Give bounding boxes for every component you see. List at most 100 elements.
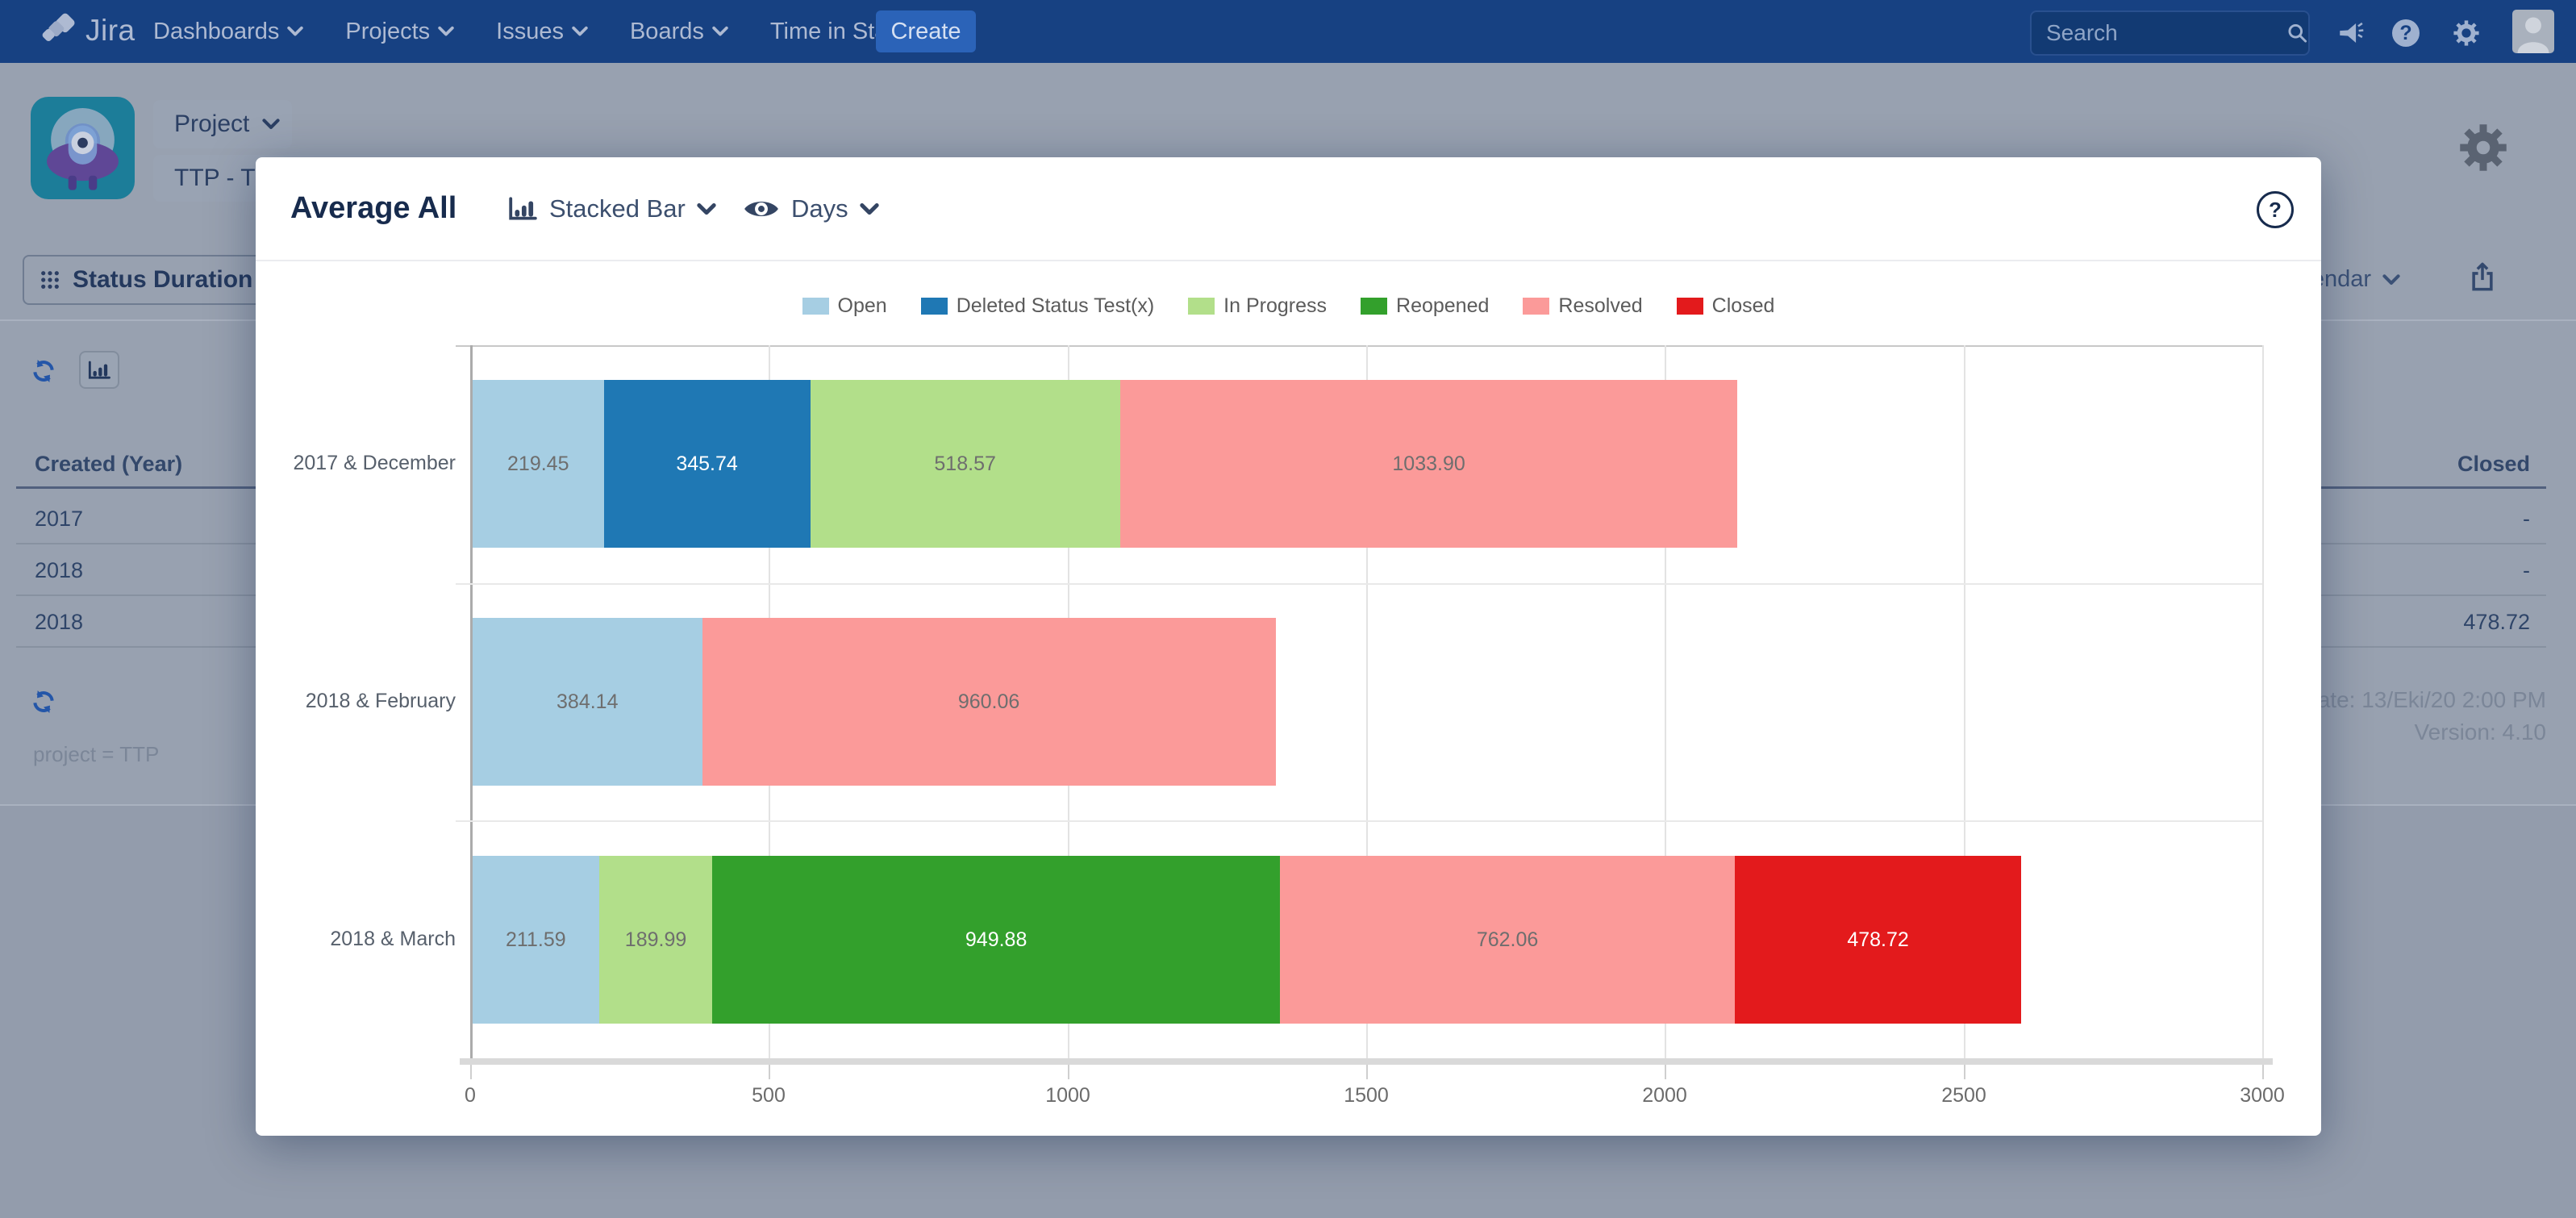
legend-item[interactable]: In Progress — [1188, 294, 1327, 318]
table-row-year[interactable]: 2018 — [35, 558, 84, 582]
legend-item[interactable]: Closed — [1676, 294, 1775, 318]
x-axis-tick — [1964, 1065, 1965, 1079]
chevron-down-icon — [859, 202, 879, 215]
search-input[interactable] — [2032, 20, 2262, 46]
section-title: Status Duration — [73, 266, 253, 293]
legend-item[interactable]: Deleted Status Test(x) — [920, 294, 1155, 318]
project-dropdown-button[interactable]: Project — [153, 100, 292, 148]
nav-item-label: Projects — [345, 18, 431, 44]
legend-label: Reopened — [1396, 294, 1490, 317]
legend-label: Deleted Status Test(x) — [956, 294, 1155, 317]
create-button[interactable]: Create — [876, 10, 976, 52]
plot-top-border — [456, 345, 2262, 347]
legend-item[interactable]: Open — [802, 294, 887, 318]
bar-value-label: 345.74 — [676, 452, 738, 475]
table-header-created-year[interactable]: Created (Year) — [35, 452, 183, 476]
bar-segment-closed[interactable]: 478.72 — [1735, 856, 2021, 1024]
nav-menu: Dashboards Projects Issues Boards Time in St… — [153, 0, 919, 63]
filter-query-text: project = TTP — [33, 742, 160, 766]
table-row-year[interactable]: 2018 — [35, 610, 84, 634]
project-dropdown-label: Project — [174, 111, 250, 137]
x-axis-tick — [2262, 1065, 2264, 1079]
refresh-icon[interactable] — [31, 689, 56, 715]
chevron-down-icon — [438, 26, 454, 36]
gridline-vertical — [1665, 345, 1666, 1058]
nav-item-label: Issues — [496, 18, 564, 44]
megaphone-icon[interactable] — [2336, 19, 2365, 47]
bar-segment-in-progress[interactable]: 189.99 — [598, 856, 713, 1024]
chevron-down-icon — [572, 26, 588, 36]
x-axis-line — [460, 1058, 2273, 1065]
version-text: Version: 4.10 — [2414, 720, 2546, 745]
chart-type-dropdown[interactable]: Stacked Bar — [507, 194, 716, 223]
table-header-closed[interactable]: Closed — [2457, 452, 2530, 476]
bar-segment-resolved[interactable]: 762.06 — [1279, 856, 1736, 1024]
average-all-dialog: Average All Stacked Bar — [256, 157, 2321, 1136]
chevron-down-icon — [697, 202, 716, 215]
bar-segment-resolved[interactable]: 960.06 — [702, 618, 1276, 786]
nav-item-dashboards[interactable]: Dashboards — [153, 19, 304, 45]
legend-label: Closed — [1711, 294, 1775, 317]
legend-item[interactable]: Resolved — [1523, 294, 1643, 318]
x-axis-tick — [1665, 1065, 1666, 1079]
chevron-down-icon — [712, 26, 728, 36]
category-label: 2017 & December — [293, 452, 456, 474]
bar-segment-resolved[interactable]: 1033.90 — [1119, 380, 1738, 548]
x-axis-label: 3000 — [2240, 1084, 2285, 1107]
legend-swatch — [920, 298, 948, 315]
search-icon[interactable] — [2286, 21, 2308, 45]
legend-label: Open — [837, 294, 887, 317]
bar-segment-open[interactable]: 219.45 — [473, 380, 604, 548]
bar-segment-reopened[interactable]: 949.88 — [712, 856, 1280, 1024]
bar-segment-deleted-status-test-x-[interactable]: 345.74 — [603, 380, 811, 548]
chart-view-button[interactable] — [79, 351, 119, 389]
x-axis-label: 500 — [752, 1084, 786, 1107]
stacked-bar-row: 384.14 960.06 — [473, 618, 1276, 786]
dialog-help-icon[interactable]: ? — [2257, 191, 2294, 228]
help-icon[interactable]: ? — [2392, 19, 2420, 47]
x-axis-label: 1500 — [1344, 1084, 1389, 1107]
bar-value-label: 1033.90 — [1392, 452, 1465, 475]
y-axis-line — [470, 345, 473, 1058]
project-avatar[interactable] — [31, 97, 135, 199]
nav-item-projects[interactable]: Projects — [345, 19, 454, 45]
gridline-vertical — [1964, 345, 1965, 1058]
jira-logo[interactable]: Jira — [40, 13, 135, 48]
legend-item[interactable]: Reopened — [1361, 294, 1489, 318]
stacked-bar-chart: 0 500 1000 1500 2000 2500 3000 219.45 345.74 518.… — [293, 345, 2285, 1107]
nav-item-issues[interactable]: Issues — [496, 19, 588, 45]
legend-swatch — [1188, 298, 1215, 315]
x-axis-tick — [470, 1065, 472, 1079]
bar-value-label: 478.72 — [1847, 928, 1909, 951]
table-row-closed-value: 478.72 — [2463, 610, 2530, 634]
bar-value-label: 960.06 — [957, 690, 1020, 713]
gear-icon[interactable] — [2452, 19, 2481, 47]
unit-dropdown[interactable]: Days — [743, 194, 879, 223]
chart-type-label: Stacked Bar — [549, 194, 686, 223]
legend-swatch — [1523, 298, 1550, 315]
legend-label: In Progress — [1223, 294, 1328, 317]
legend-swatch — [1361, 298, 1388, 315]
bar-value-label: 384.14 — [556, 690, 619, 713]
export-icon[interactable] — [2469, 261, 2496, 292]
top-navbar: Jira Dashboards Projects Issues Boards Time … — [0, 0, 2576, 63]
dialog-header: Average All Stacked Bar — [256, 157, 2321, 260]
bar-segment-open[interactable]: 384.14 — [473, 618, 702, 786]
x-axis-label: 1000 — [1045, 1084, 1090, 1107]
legend-label: Resolved — [1558, 294, 1643, 317]
nav-item-boards[interactable]: Boards — [630, 19, 728, 45]
bar-segment-open[interactable]: 211.59 — [473, 856, 599, 1024]
bar-segment-in-progress[interactable]: 518.57 — [810, 380, 1120, 548]
settings-gear-icon[interactable] — [2459, 123, 2507, 173]
stacked-bar-row: 219.45 345.74 518.57 1033.90 — [473, 380, 1738, 548]
alien-avatar-icon — [47, 107, 119, 190]
user-avatar[interactable] — [2512, 10, 2554, 53]
x-axis-label: 2000 — [1642, 1084, 1687, 1107]
table-row-year[interactable]: 2017 — [35, 507, 84, 531]
gridline-horizontal — [456, 820, 2262, 822]
search-box[interactable] — [2030, 10, 2310, 56]
x-axis-tick — [1068, 1065, 1069, 1079]
chevron-down-icon — [2382, 273, 2400, 285]
refresh-icon[interactable] — [31, 358, 56, 384]
